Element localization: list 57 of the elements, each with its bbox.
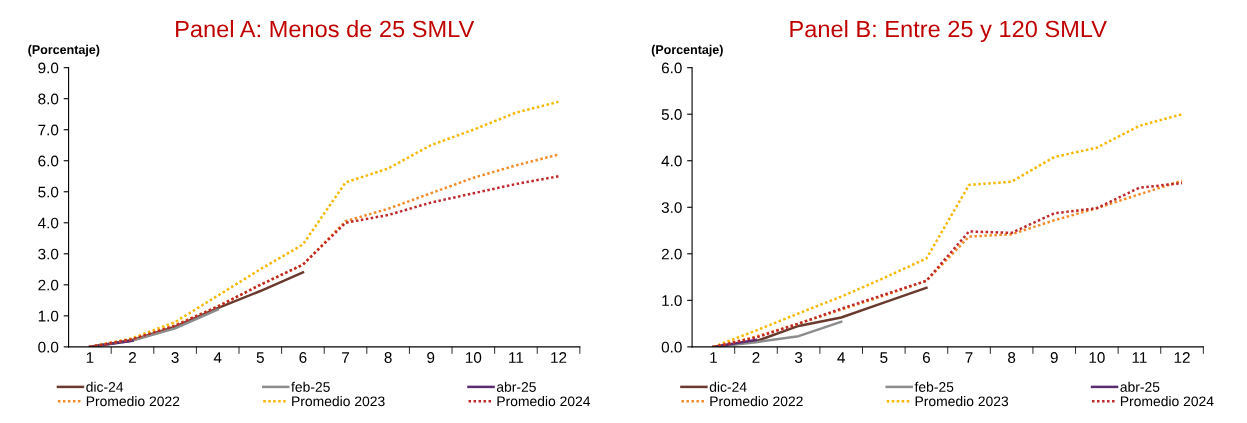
y-tick-label: 2.0 bbox=[661, 248, 682, 260]
x-tick-label: 1 bbox=[86, 352, 94, 363]
x-tick-label: 11 bbox=[1132, 352, 1147, 363]
legend-label: Promedio 2022 bbox=[86, 396, 180, 407]
y-tick-label: 3.0 bbox=[38, 248, 59, 260]
y-tick-label: 0.0 bbox=[38, 341, 59, 353]
x-tick-label: 8 bbox=[384, 352, 392, 363]
legend-label: Promedio 2023 bbox=[915, 396, 1009, 407]
y-axis-title: (Porcentaje) bbox=[651, 44, 723, 57]
y-tick-label: 5.0 bbox=[661, 109, 682, 120]
y-tick-label: 1.0 bbox=[38, 310, 59, 322]
y-tick-label: 4.0 bbox=[661, 155, 682, 167]
legend-label: feb-25 bbox=[914, 381, 954, 392]
y-tick-label: 3.0 bbox=[661, 202, 682, 213]
x-tick-label: 10 bbox=[466, 352, 482, 363]
chart-title: Panel B: Entre 25 y 120 SMLV bbox=[790, 20, 1107, 43]
y-tick-label: 6.0 bbox=[661, 62, 682, 74]
legend-label: Promedio 2024 bbox=[1120, 396, 1214, 407]
legend-label: abr-25 bbox=[496, 381, 536, 392]
x-tick-label: 4 bbox=[213, 352, 222, 363]
x-tick-label: 5 bbox=[256, 352, 264, 363]
y-tick-label: 5.0 bbox=[38, 186, 59, 198]
y-tick-label: 2.0 bbox=[38, 279, 59, 291]
x-tick-label: 6 bbox=[922, 352, 930, 363]
x-tick-label: 3 bbox=[171, 352, 179, 363]
x-tick-label: 12 bbox=[1174, 352, 1190, 363]
y-tick-label: 0.0 bbox=[661, 341, 682, 353]
x-tick-label: 2 bbox=[752, 352, 760, 363]
x-tick-label: 9 bbox=[1050, 352, 1058, 363]
legend-label: Promedio 2024 bbox=[497, 396, 591, 407]
y-tick-label: 1.0 bbox=[662, 295, 682, 307]
x-tick-label: 2 bbox=[129, 352, 136, 363]
x-tick-label: 8 bbox=[1008, 352, 1016, 363]
x-tick-label: 3 bbox=[794, 352, 803, 363]
x-tick-label: 1 bbox=[710, 352, 717, 363]
x-tick-label: 5 bbox=[880, 352, 888, 363]
legend-label: dic-24 bbox=[86, 381, 124, 392]
legend-label: Promedio 2023 bbox=[292, 396, 385, 407]
y-tick-label: 8.0 bbox=[38, 93, 59, 105]
x-tick-label: 6 bbox=[299, 352, 307, 363]
x-tick-label: 12 bbox=[551, 352, 567, 363]
y-axis-title: (Porcentaje) bbox=[28, 44, 100, 57]
y-tick-label: 4.0 bbox=[37, 217, 59, 229]
chart-title: Panel A: Menos de 25 SMLV bbox=[176, 20, 475, 38]
x-tick-label: 11 bbox=[509, 352, 524, 363]
x-tick-label: 4 bbox=[837, 352, 846, 363]
x-tick-label: 10 bbox=[1089, 352, 1105, 363]
x-tick-label: 7 bbox=[965, 352, 973, 363]
legend-label: abr-25 bbox=[1120, 381, 1160, 392]
x-tick-label: 9 bbox=[427, 352, 435, 363]
y-tick-label: 9.0 bbox=[38, 62, 59, 74]
legend-label: dic-24 bbox=[709, 381, 747, 392]
legend-label: Promedio 2022 bbox=[710, 396, 803, 407]
y-tick-label: 7.0 bbox=[38, 124, 59, 136]
y-tick-label: 6.0 bbox=[38, 155, 59, 167]
legend-label: feb-25 bbox=[291, 381, 330, 392]
x-tick-label: 7 bbox=[342, 352, 349, 363]
